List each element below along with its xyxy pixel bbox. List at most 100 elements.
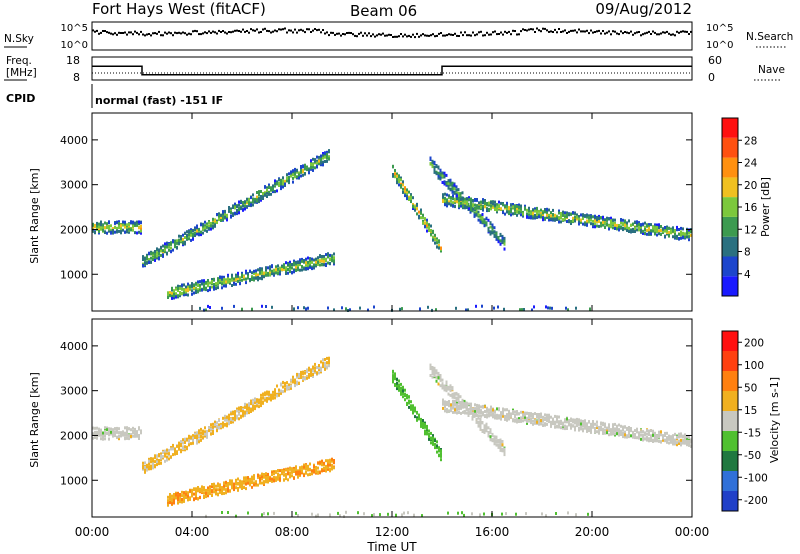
noise-point [102,30,104,32]
echo-cell [231,284,233,287]
echo-cell [438,246,440,250]
echo-cell [628,432,630,435]
echo-cell [160,249,162,253]
echo-cell [289,267,291,271]
echo-cell [630,223,632,227]
echo-cell [160,461,162,465]
echo-cell [522,413,524,417]
echo-cell [194,435,196,439]
echo-cell [542,424,544,427]
echo-cell [192,434,194,438]
noise-point [632,33,634,36]
echo-cell [168,243,170,247]
noise-point [112,33,114,36]
echo-cell [594,422,596,426]
colorbar-tick-label: 8 [744,247,751,259]
echo-cell [261,304,263,308]
echo-cell [650,229,652,233]
echo-cell [104,434,106,438]
echo-cell [644,231,646,235]
echo-cell [449,187,452,191]
echo-cell [148,260,150,264]
echo-cell [406,190,408,194]
echo-cell [668,230,670,234]
echo-cell [274,396,276,400]
echo-cell [106,222,108,226]
echo-cell [648,429,650,433]
echo-cell [536,210,538,214]
echo-cell [503,450,506,454]
echo-cell [239,485,241,489]
echo-cell [462,196,464,200]
echo-cell [602,431,604,435]
echo-cell [195,490,197,494]
echo-cell [434,442,436,446]
echo-cell [264,398,266,402]
echo-cell [443,386,446,390]
echo-cell [221,277,223,281]
echo-cell [185,292,187,296]
velocity-data [92,356,692,518]
echo-cell [192,441,194,445]
echo-cell [656,223,658,227]
echo-cell [618,225,620,229]
echo-cell [227,275,229,278]
echo-cell [275,271,277,275]
echo-cell [120,227,122,231]
echo-cell [632,228,634,232]
echo-cell [554,414,556,418]
noise-point [628,32,630,35]
echo-cell [658,229,660,233]
echo-cell [646,438,648,442]
echo-cell [281,268,283,271]
echo-cell [130,433,132,437]
echo-cell [596,420,598,424]
echo-cell [498,200,500,204]
echo-cell [108,433,110,437]
echo-cell [394,383,396,386]
echo-cell [466,205,468,209]
echo-cell [485,423,488,427]
echo-cell [110,427,112,431]
echo-cell [578,220,580,224]
echo-cell [152,459,154,463]
echo-cell [180,235,182,238]
echo-cell [544,210,546,214]
echo-cell [470,205,472,209]
echo-cell [678,232,680,236]
echo-cell [140,221,142,225]
echo-cell [600,425,602,429]
echo-cell [158,252,160,255]
echo-cell [168,245,170,249]
echo-cell [142,461,144,465]
echo-cell [237,477,239,481]
echo-cell [331,459,333,463]
echo-cell [140,229,142,233]
echo-cell [251,485,253,489]
echo-cell [130,220,132,224]
echo-cell [140,231,142,235]
echo-cell [445,380,448,384]
echo-cell [472,207,474,211]
echo-cell [594,430,596,434]
echo-cell [102,434,104,438]
echo-cell [612,432,614,436]
echo-cell [430,232,432,236]
echo-cell [572,211,574,215]
echo-cell [227,484,229,488]
echo-cell [183,493,185,497]
echo-cell [191,490,193,494]
noise-point [146,33,148,36]
echo-cell [420,424,422,428]
echo-cell [183,291,185,295]
echo-cell [580,220,582,224]
echo-cell [154,464,156,468]
echo-cell [169,294,171,298]
echo-cell [219,281,221,285]
noise-point [340,34,342,37]
echo-cell [134,427,136,431]
echo-cell [309,462,311,466]
echo-cell [646,223,648,227]
echo-cell [196,229,198,233]
echo-cell [325,469,327,473]
